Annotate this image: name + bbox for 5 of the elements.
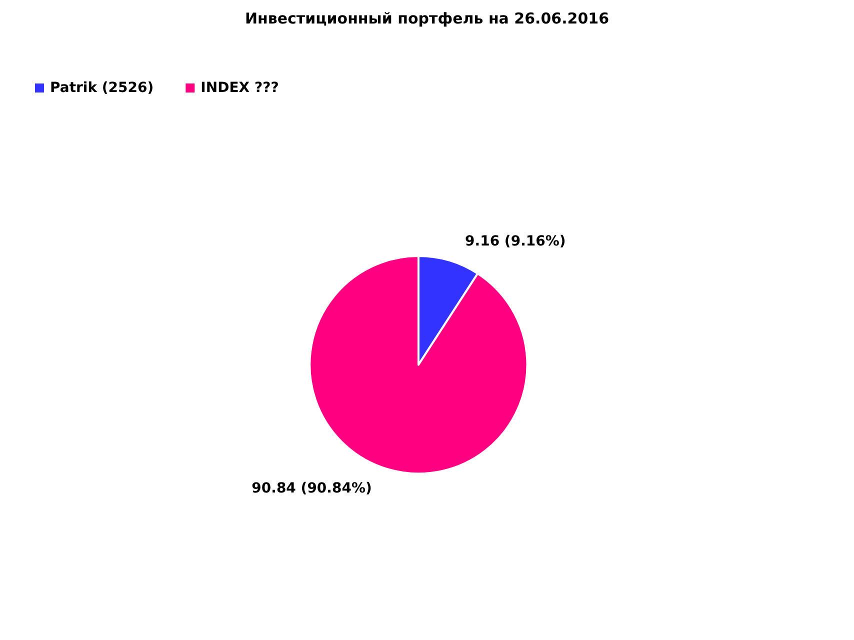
data-label: 9.16 (9.16%)	[465, 233, 566, 250]
chart-title: Инвестиционный портфель на 26.06.2016	[244, 10, 610, 28]
legend-label: INDEX ???	[200, 80, 279, 96]
data-label: 90.84 (90.84%)	[252, 480, 372, 496]
legend-label: Patrik (2526)	[50, 80, 154, 96]
